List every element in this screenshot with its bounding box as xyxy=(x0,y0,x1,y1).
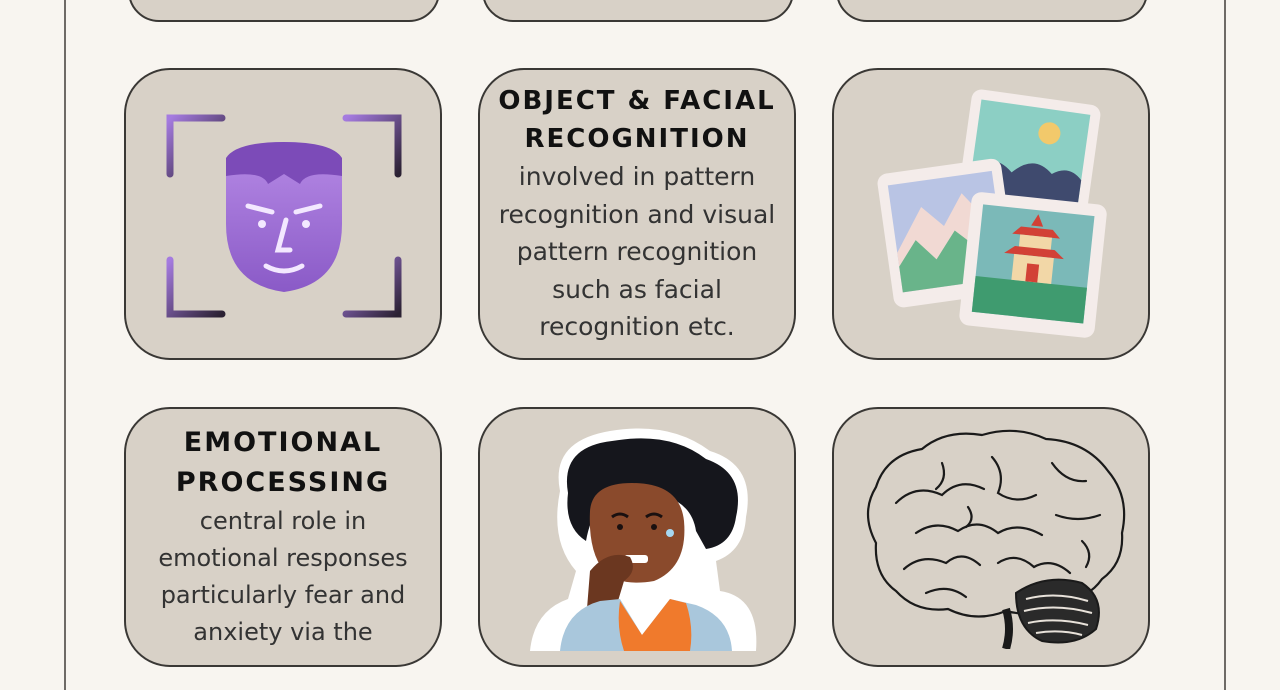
card-photos xyxy=(832,68,1150,360)
photos-icon xyxy=(877,89,1107,338)
card-heading: EMOTIONAL xyxy=(183,427,383,458)
brain-icon xyxy=(866,429,1126,649)
card-body-line: recognition and visual xyxy=(498,199,776,229)
anxious-woman-illustration xyxy=(530,428,757,651)
card-face-scan xyxy=(124,68,442,360)
card-top-right xyxy=(836,0,1148,22)
card-top-left xyxy=(128,0,440,22)
card-brain xyxy=(832,407,1150,667)
infographic-frame xyxy=(64,0,1226,690)
card-body-line: such as facial xyxy=(552,274,722,304)
card-heading: OBJECT & FACIAL xyxy=(498,86,776,116)
card-body-line: anxiety via the xyxy=(193,618,373,646)
card-body-line: recognition etc. xyxy=(539,312,735,341)
card-body-line: pattern recognition xyxy=(516,237,758,266)
face-scan-icon xyxy=(154,88,412,344)
card-emotional-processing: EMOTIONAL PROCESSING central role in emo… xyxy=(124,407,442,667)
card-body-line: particularly fear and xyxy=(160,581,406,609)
card-body-line: emotional responses xyxy=(158,544,408,572)
card-top-middle xyxy=(482,0,794,22)
card-body-line: involved in pattern xyxy=(518,162,756,191)
card-object-facial-recognition: OBJECT & FACIAL RECOGNITION involved in … xyxy=(478,68,796,360)
card-anxious-woman xyxy=(478,407,796,667)
card-heading: RECOGNITION xyxy=(524,124,750,154)
card-heading: PROCESSING xyxy=(175,467,391,498)
card-body-line: central role in xyxy=(199,507,367,535)
